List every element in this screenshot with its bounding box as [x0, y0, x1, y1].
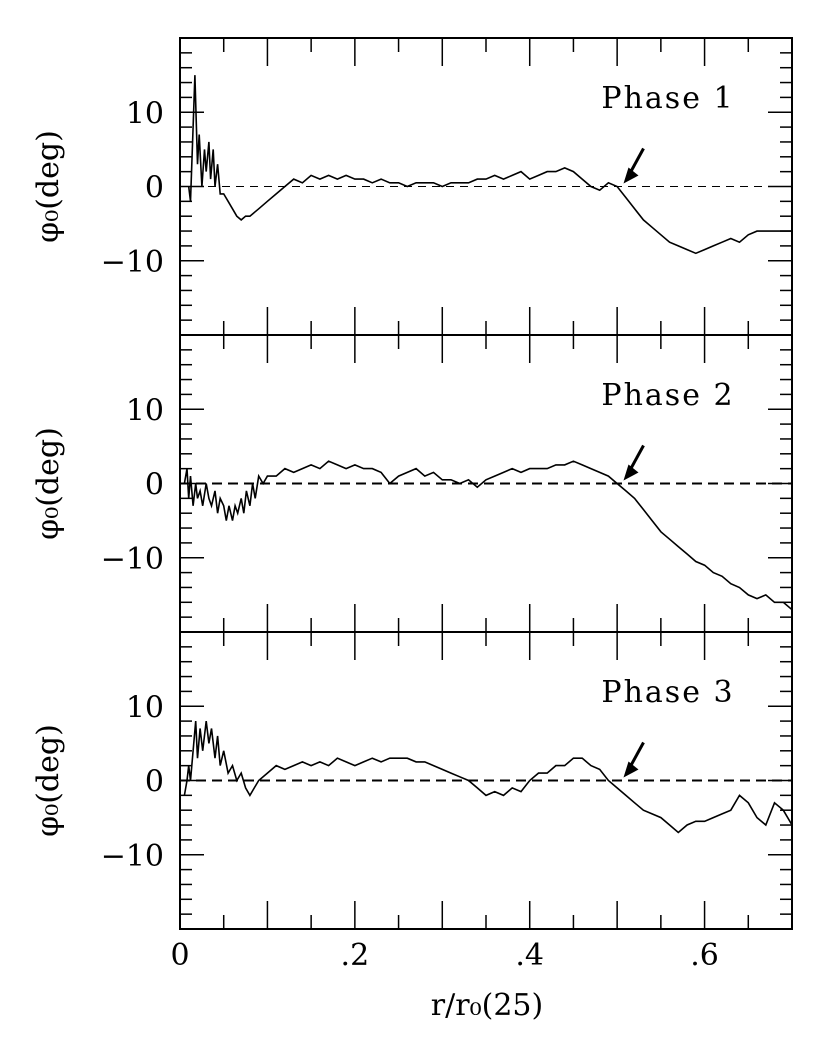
x-tick-label: .2 [341, 938, 370, 973]
panel-3: 10 0 −10 φ₀(deg) Phase 3 0 .2 .4 .6 [31, 631, 793, 973]
data-series-line [183, 460, 792, 611]
y-tick-label: 10 [126, 690, 164, 725]
y-tick-label: 0 [145, 765, 164, 800]
y-axis-label: φ₀(deg) [31, 130, 66, 243]
panel-1: 10 0 −10 φ₀(deg) Phase 1 [31, 37, 793, 336]
phase-label: Phase 1 [601, 81, 734, 116]
y-tick-label: −10 [101, 542, 164, 577]
phase-label: Phase 3 [601, 675, 734, 710]
x-tick-label: .4 [515, 938, 544, 973]
phase-label: Phase 2 [601, 378, 734, 413]
y-axis-label: φ₀(deg) [31, 724, 66, 837]
x-axis-label: r/r₀(25) [431, 988, 543, 1023]
y-tick-label: −10 [101, 245, 164, 280]
arrow-head [623, 464, 639, 481]
y-tick-label: 10 [126, 393, 164, 428]
x-tick-label: 0 [170, 938, 189, 973]
data-series-line [183, 721, 792, 834]
y-axis-label: φ₀(deg) [31, 427, 66, 540]
y-tick-label: 0 [145, 468, 164, 503]
panels-group: 10 0 −10 φ₀(deg) Phase 1 10 0 −10 φ₀(deg) Phase 2… [31, 37, 793, 973]
arrow-head [623, 761, 639, 778]
data-series-line [187, 75, 792, 255]
y-tick-label: −10 [101, 839, 164, 874]
y-tick-label: 0 [145, 171, 164, 206]
x-tick-label: .6 [690, 938, 719, 973]
arrow-head [623, 167, 639, 184]
panel-2: 10 0 −10 φ₀(deg) Phase 2 [31, 334, 793, 633]
y-tick-label: 10 [126, 96, 164, 131]
